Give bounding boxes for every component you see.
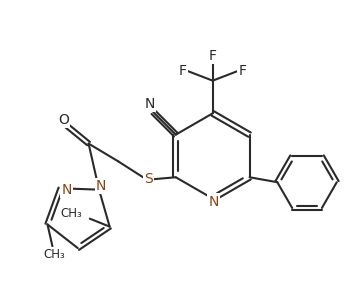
Text: N: N [61, 183, 72, 197]
Text: S: S [144, 172, 153, 186]
Text: CH₃: CH₃ [44, 248, 65, 261]
Text: F: F [179, 64, 187, 78]
Text: F: F [238, 64, 246, 78]
Text: N: N [144, 97, 155, 111]
Text: O: O [58, 113, 69, 127]
Text: N: N [209, 195, 219, 209]
Text: CH₃: CH₃ [60, 207, 82, 220]
Text: N: N [96, 179, 106, 193]
Text: F: F [209, 49, 217, 63]
